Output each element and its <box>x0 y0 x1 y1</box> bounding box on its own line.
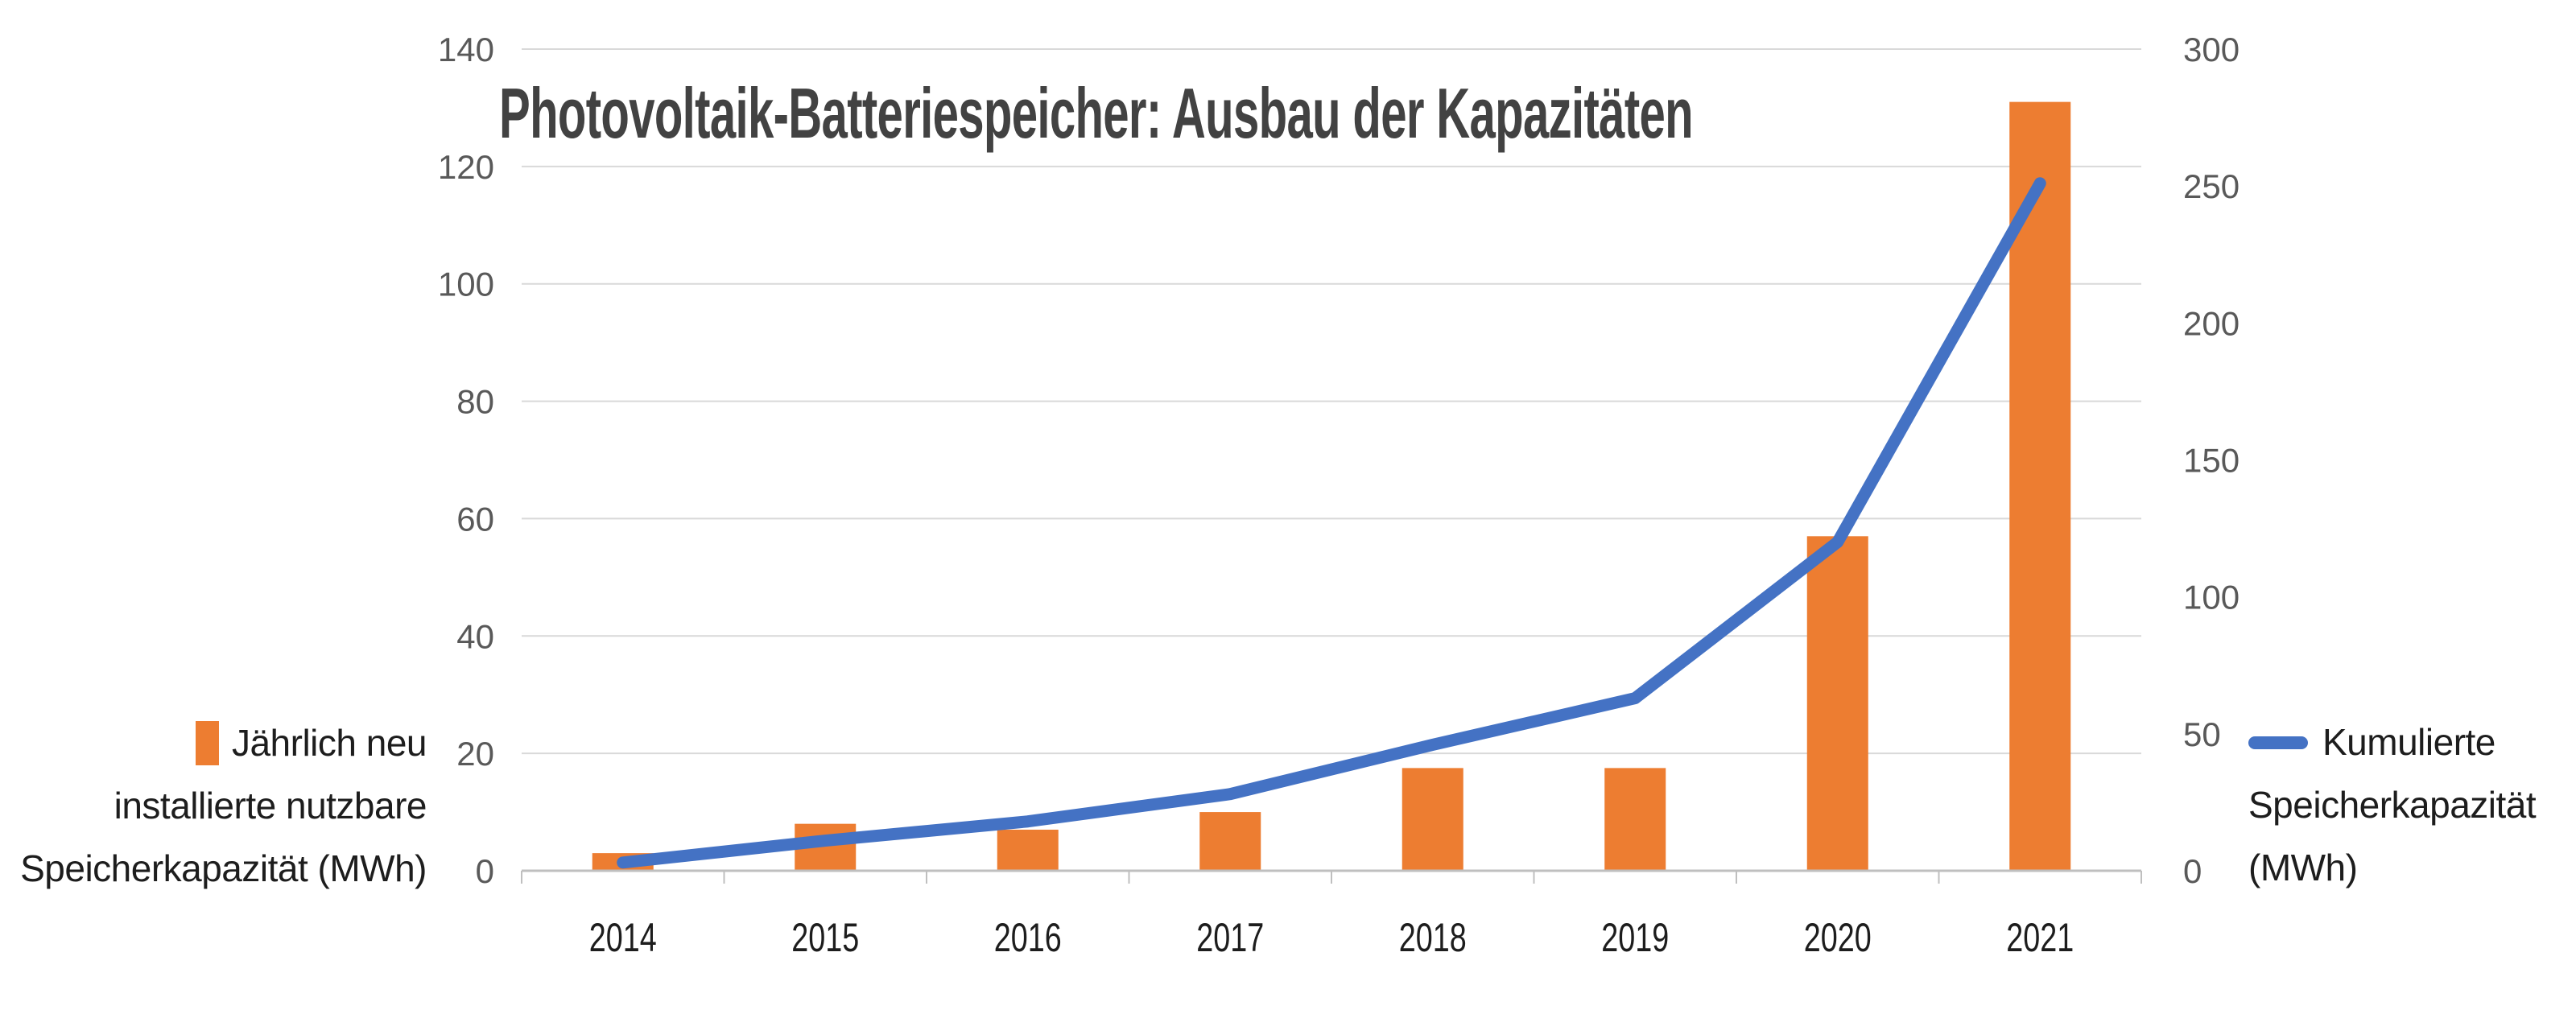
legend-line-series-text-2: Speicherkapazität <box>2248 784 2537 826</box>
left-axis-label-80: 80 <box>456 383 494 421</box>
x-axis-label-2017: 2017 <box>1196 915 1264 960</box>
left-axis-label-120: 120 <box>438 148 494 186</box>
x-axis-label-2021: 2021 <box>2006 915 2074 960</box>
right-axis-label-0: 0 <box>2183 852 2202 890</box>
left-axis-label-60: 60 <box>456 500 494 538</box>
left-axis-label-0: 0 <box>476 852 494 890</box>
x-axis-label-2018: 2018 <box>1399 915 1467 960</box>
legend-line-series-text-1: Kumulierte <box>2322 721 2496 763</box>
bar-2017 <box>1199 812 1261 871</box>
legend-bar-series-text-2: installierte nutzbare <box>114 785 427 826</box>
left-axis-label-40: 40 <box>456 617 494 655</box>
x-axis-label-2015: 2015 <box>791 915 859 960</box>
cumulative-line <box>617 177 2046 869</box>
legend-bar-series-text-3: Speicherkapazität (MWh) <box>20 847 427 889</box>
bar-2020 <box>1806 536 1868 871</box>
line-series-legend-marker-icon <box>2248 736 2308 749</box>
legend-line-series-line-1: Kumulierte <box>2248 711 2576 773</box>
right-axis-label-100: 100 <box>2183 579 2240 616</box>
x-axis-label-2019: 2019 <box>1601 915 1669 960</box>
legend-bar-series-text-1: Jährlich neu <box>231 722 427 764</box>
legend-line-series: Kumulierte Speicherkapazität (MWh) <box>2248 711 2576 899</box>
chart-title: Photovoltaik-Batteriespeicher: Ausbau de… <box>499 73 1694 153</box>
legend-bar-series-line-1: Jährlich neu <box>0 711 427 774</box>
right-axis-label-50: 50 <box>2183 715 2221 753</box>
left-axis-label-140: 140 <box>438 31 494 68</box>
right-axis-label-300: 300 <box>2183 31 2240 68</box>
left-axis-label-100: 100 <box>438 266 494 303</box>
x-axis-label-2016: 2016 <box>994 915 1062 960</box>
x-axis-label-2014: 2014 <box>589 915 657 960</box>
right-axis-label-150: 150 <box>2183 442 2240 480</box>
legend-line-series-text-3: (MWh) <box>2248 847 2358 888</box>
right-axis-label-250: 250 <box>2183 167 2240 205</box>
x-axis-label-2020: 2020 <box>1804 915 1872 960</box>
bar-2016 <box>997 829 1059 871</box>
left-axis-label-20: 20 <box>456 735 494 773</box>
legend-bar-series: Jährlich neu installierte nutzbare Speic… <box>0 711 427 900</box>
bar-series-legend-marker-icon <box>195 721 219 766</box>
bar-2019 <box>1604 768 1666 871</box>
right-axis-label-200: 200 <box>2183 304 2240 342</box>
bar-2018 <box>1402 768 1463 871</box>
